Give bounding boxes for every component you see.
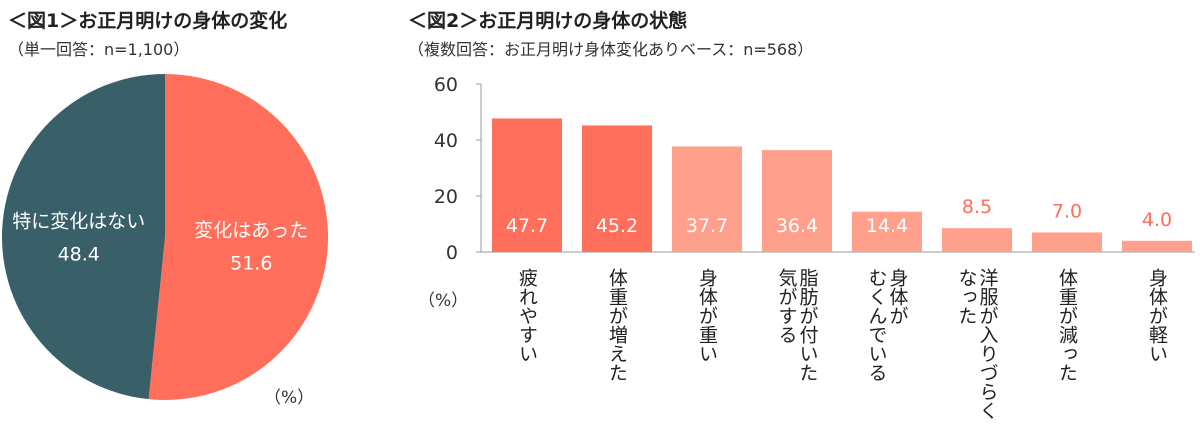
y-tick-label: 20: [434, 186, 458, 208]
bar-value-label: 4.0: [1142, 209, 1172, 231]
pie-category-changed: 変化はあった: [194, 219, 308, 241]
x-category-label: 脂肪が付いた: [797, 268, 819, 382]
y-tick-label: 40: [434, 130, 458, 152]
bar: [492, 118, 562, 252]
x-category-label: 身体が軽い: [1146, 268, 1168, 363]
x-category-label: 身体が: [887, 268, 909, 325]
figure2-subtitle: （複数回答：お正月明け身体変化ありベース：n=568）: [408, 40, 814, 59]
pie-chart: 変化はあった 51.6 特に変化はない 48.4: [2, 74, 329, 400]
pie-slice-changed: [148, 74, 329, 400]
y-axis-unit-label: （%）: [418, 291, 468, 311]
pie-unit-label: （%）: [264, 388, 315, 408]
pie-category-no-change: 特に変化はない: [12, 211, 145, 233]
bar-value-label: 36.4: [776, 215, 818, 237]
x-category-label: 体重が減った: [1056, 268, 1078, 382]
x-category-label: 気がする: [776, 268, 798, 344]
bar-value-label: 37.7: [686, 215, 728, 237]
x-category-label: なった: [956, 268, 978, 325]
bar: [582, 125, 652, 252]
y-tick-label: 0: [446, 242, 458, 264]
bar-value-label: 45.2: [596, 215, 638, 237]
bar-value-label: 7.0: [1052, 200, 1082, 222]
pie-slice-no-change: [2, 74, 166, 400]
x-category-label: 身体が重い: [696, 268, 718, 363]
bar: [1032, 232, 1102, 252]
bar-value-label: 14.4: [866, 215, 908, 237]
x-category-label: むくんでいる: [866, 268, 888, 382]
x-category-label: 体重が増えた: [606, 268, 628, 382]
bar-value-label: 47.7: [506, 215, 548, 237]
bar: [672, 146, 742, 252]
figure2-title: ＜図2＞お正月明けの身体の状態: [408, 10, 688, 32]
bar-value-label: 8.5: [962, 196, 992, 218]
bar: [942, 228, 1012, 252]
x-category-label: 疲れやすい: [516, 268, 538, 363]
figure1-title: ＜図1＞お正月明けの身体の変化: [8, 10, 288, 32]
y-tick-label: 60: [434, 74, 458, 96]
bar: [852, 211, 922, 252]
pie-value-no-change: 48.4: [58, 244, 100, 266]
bar: [1122, 240, 1192, 252]
bar: [762, 150, 832, 252]
pie-value-changed: 51.6: [230, 252, 272, 274]
x-category-label: 洋服が入りづらく: [977, 268, 999, 420]
figure1-subtitle: （単一回答：n=1,100）: [8, 40, 190, 59]
